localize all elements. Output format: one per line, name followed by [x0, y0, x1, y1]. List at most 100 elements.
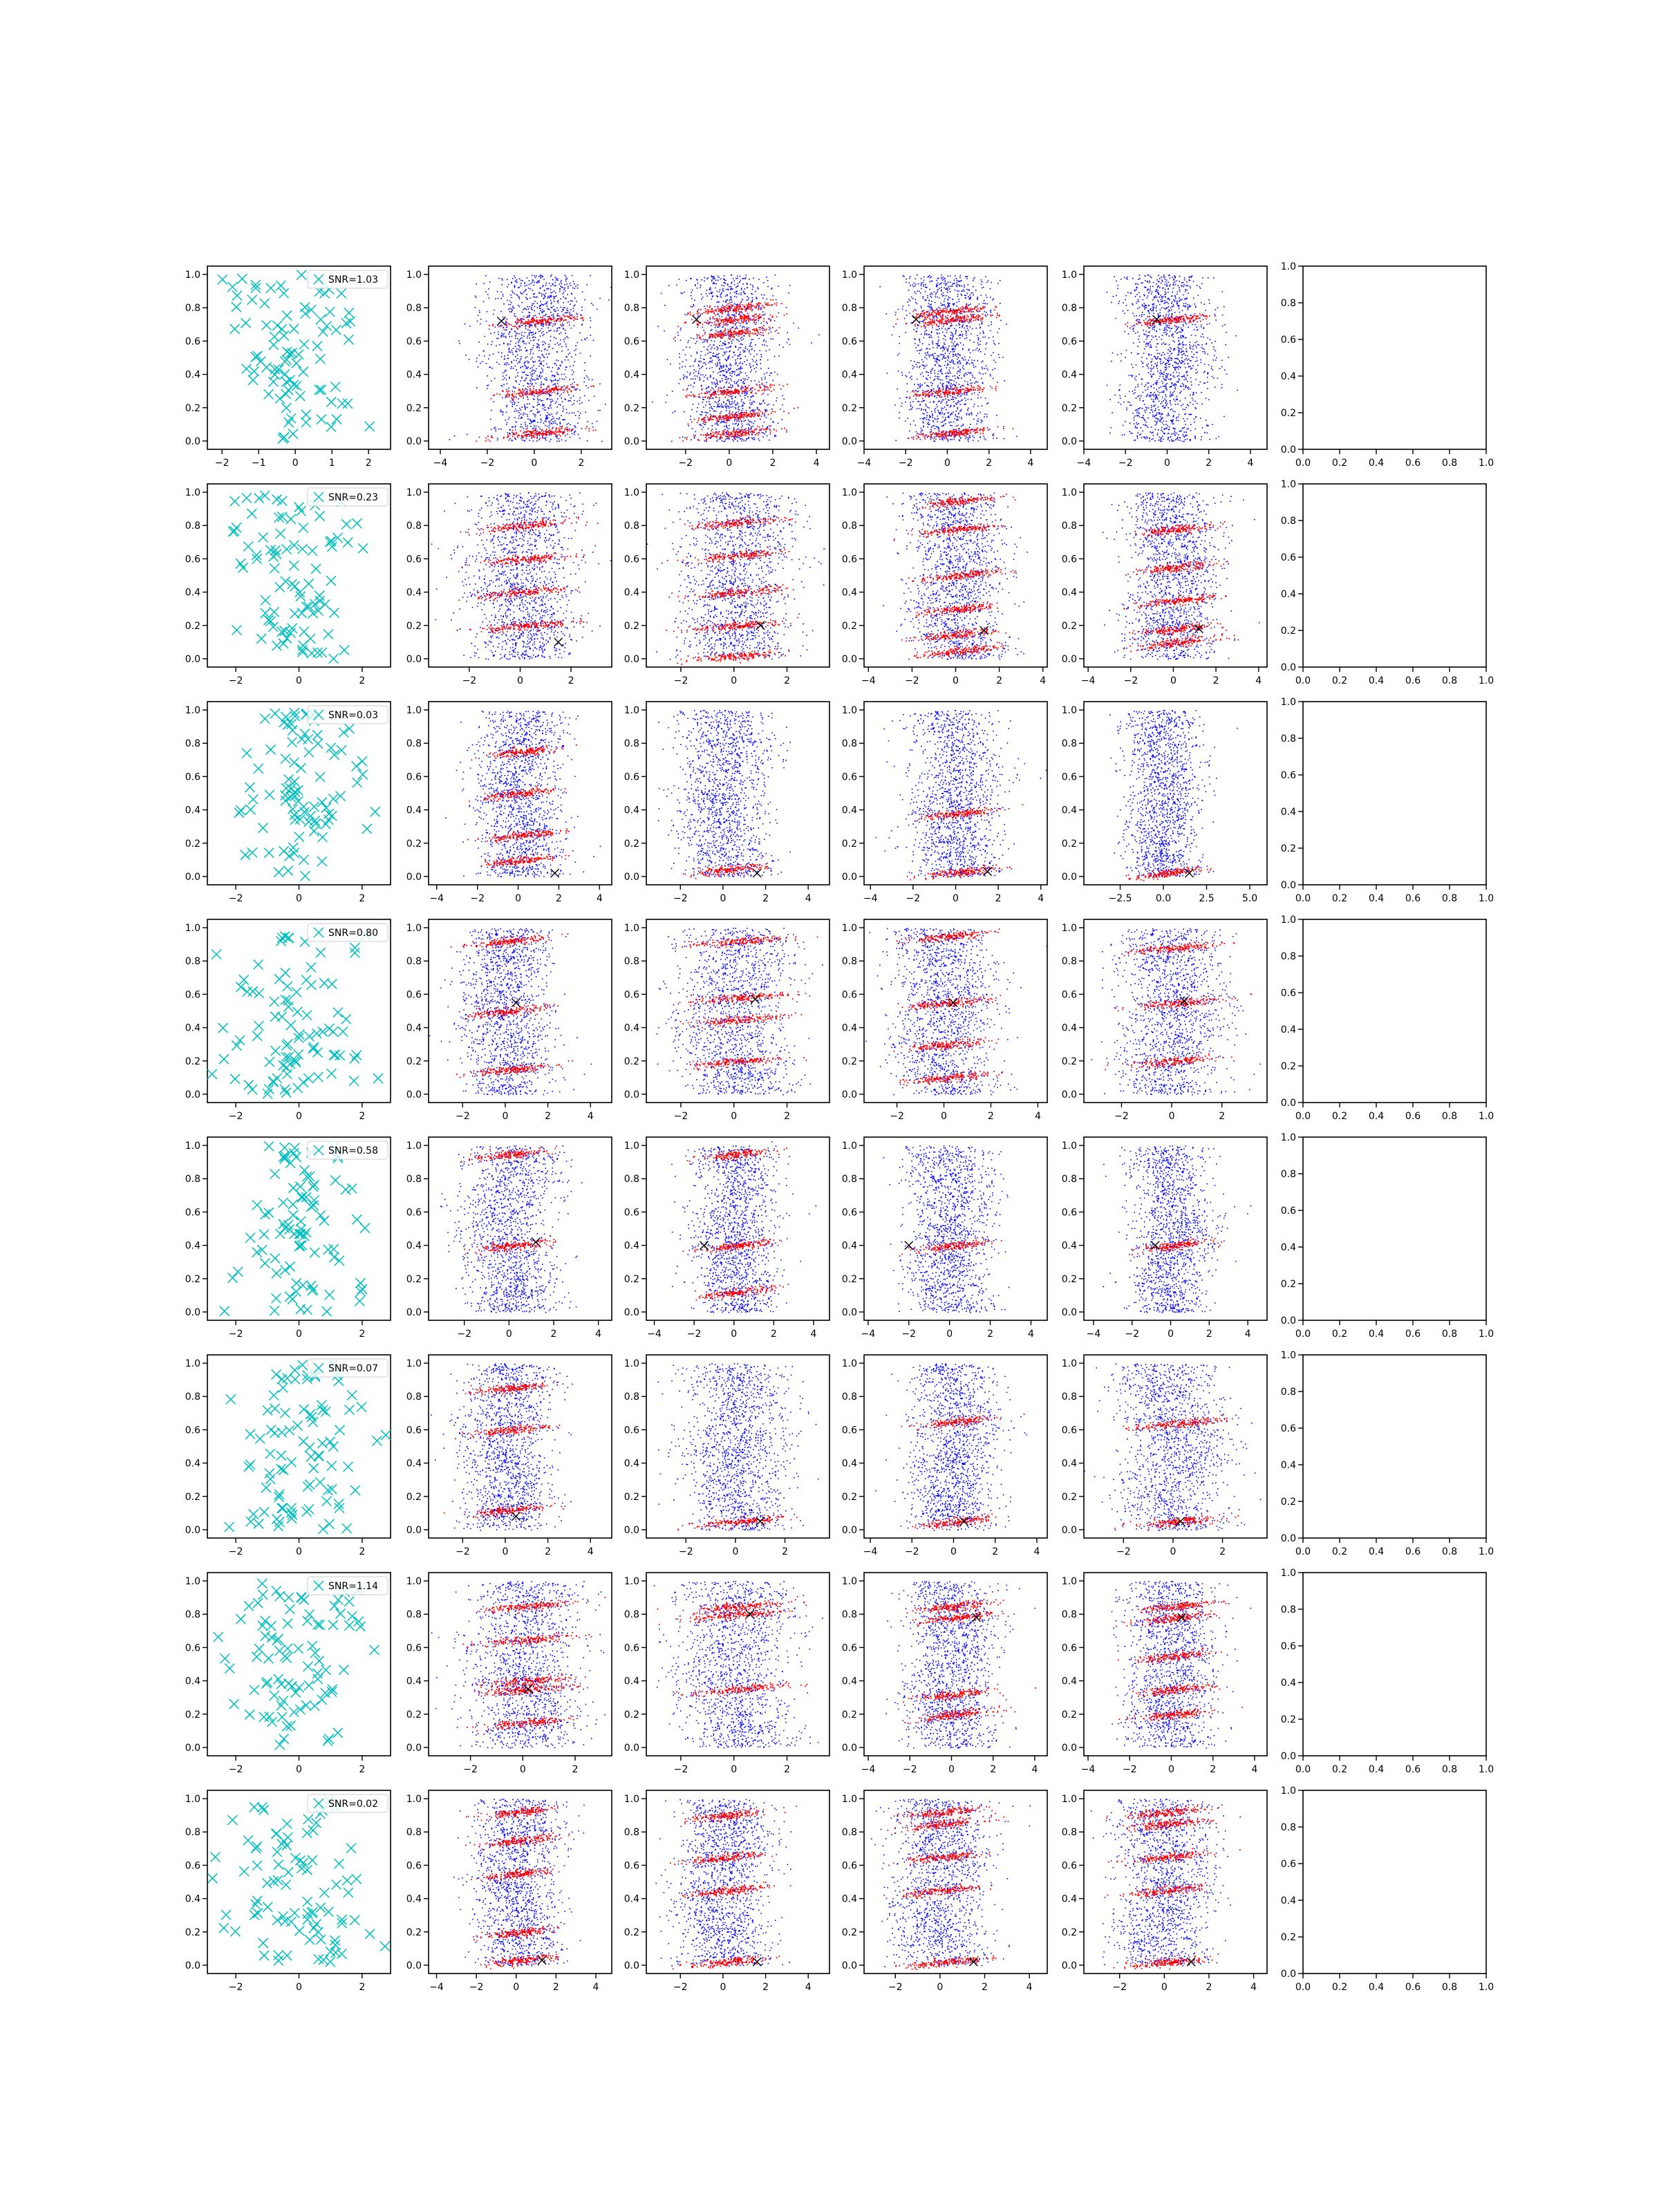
foreground-point	[546, 429, 547, 430]
background-point	[532, 275, 533, 276]
background-point	[585, 385, 587, 386]
background-point	[555, 292, 556, 294]
background-point	[512, 427, 513, 428]
background-point	[798, 328, 800, 329]
background-point	[538, 350, 540, 351]
background-point	[551, 382, 552, 383]
background-point	[500, 411, 501, 413]
background-point	[693, 404, 694, 405]
background-point	[566, 283, 568, 285]
background-point	[553, 298, 554, 299]
background-point	[743, 352, 744, 353]
background-point	[739, 363, 740, 364]
background-point	[533, 337, 534, 338]
marker-point	[331, 325, 341, 335]
foreground-point	[563, 389, 564, 391]
background-point	[500, 325, 501, 326]
background-point	[523, 316, 525, 317]
background-point	[523, 309, 525, 310]
background-point	[568, 337, 569, 339]
background-point	[557, 313, 559, 315]
background-point	[514, 411, 516, 412]
foreground-point	[512, 394, 513, 395]
background-point	[711, 281, 713, 282]
background-point	[518, 297, 519, 298]
foreground-point	[546, 433, 547, 434]
background-point	[511, 397, 512, 399]
background-point	[731, 282, 733, 283]
marker-point	[264, 389, 274, 399]
background-point	[677, 332, 679, 333]
background-point	[536, 437, 538, 438]
background-point	[507, 362, 508, 364]
background-point	[723, 406, 724, 408]
background-point	[561, 374, 563, 375]
background-point	[521, 332, 523, 333]
background-point	[510, 368, 512, 369]
background-point	[551, 302, 552, 303]
background-point	[525, 424, 527, 425]
foreground-point	[567, 429, 568, 431]
background-point	[550, 295, 551, 297]
background-point	[741, 372, 742, 373]
background-point	[740, 338, 742, 339]
background-point	[529, 372, 531, 373]
background-point	[533, 345, 534, 346]
background-point	[756, 354, 758, 355]
background-point	[552, 308, 553, 309]
background-point	[741, 311, 742, 312]
background-point	[763, 393, 765, 394]
background-point	[550, 395, 552, 396]
background-point	[724, 426, 725, 427]
background-point	[525, 406, 526, 408]
foreground-point	[516, 433, 517, 434]
background-point	[548, 413, 550, 415]
background-point	[573, 403, 574, 404]
background-point	[559, 288, 561, 290]
background-point	[519, 306, 521, 308]
background-point	[546, 332, 547, 333]
background-point	[516, 397, 517, 398]
marker-point	[317, 415, 326, 424]
background-point	[532, 376, 533, 377]
background-point	[559, 422, 561, 423]
background-point	[561, 397, 563, 399]
background-point	[704, 332, 706, 333]
foreground-point	[541, 391, 542, 393]
background-point	[527, 418, 529, 420]
background-point	[535, 428, 536, 429]
background-point	[532, 440, 534, 442]
foreground-point	[529, 431, 531, 433]
background-point	[530, 340, 532, 341]
scatter-panel-frame	[429, 266, 612, 449]
background-point	[534, 399, 535, 400]
background-point	[532, 280, 534, 281]
background-point	[487, 344, 489, 345]
background-point	[713, 388, 714, 390]
background-point	[698, 361, 700, 362]
legend-label: SNR=1.03	[328, 274, 378, 285]
foreground-point	[559, 429, 561, 431]
marker-point	[275, 394, 285, 404]
background-point	[506, 406, 507, 408]
background-point	[551, 295, 552, 297]
background-point	[699, 368, 700, 370]
foreground-point	[541, 387, 542, 388]
foreground-point	[570, 390, 572, 391]
background-point	[541, 382, 542, 383]
background-point	[532, 428, 534, 429]
background-point	[555, 323, 556, 324]
background-point	[773, 404, 774, 406]
background-point	[731, 315, 733, 316]
background-point	[475, 296, 476, 297]
background-point	[529, 315, 530, 316]
background-point	[531, 377, 532, 379]
background-point	[502, 335, 503, 336]
background-point	[771, 288, 772, 290]
background-point	[563, 292, 565, 293]
foreground-point	[536, 320, 537, 321]
background-point	[541, 312, 543, 313]
foreground-point	[582, 319, 583, 321]
foreground-point	[531, 433, 532, 434]
background-point	[520, 427, 521, 428]
